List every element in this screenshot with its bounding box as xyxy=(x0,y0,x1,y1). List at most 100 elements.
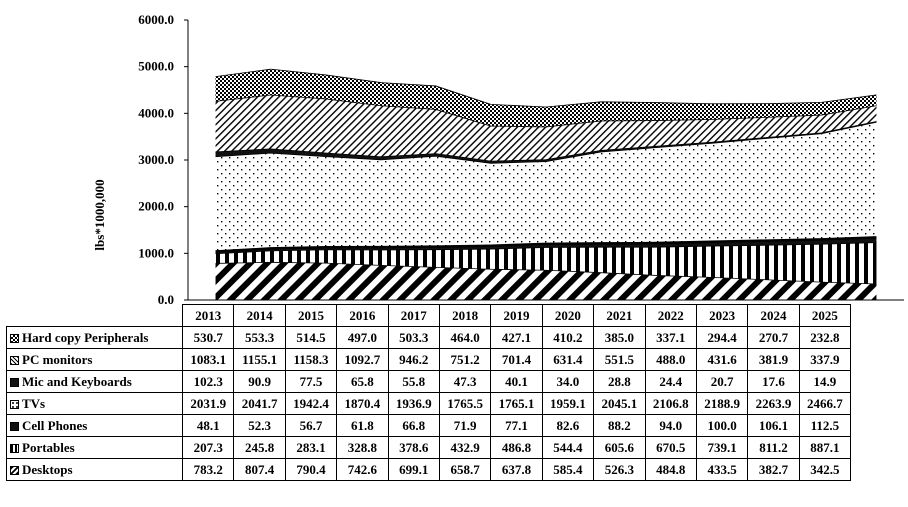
legend-tvs: TVs xyxy=(6,392,183,415)
table-cell: 497.0 xyxy=(336,326,389,349)
table-cell: 112.5 xyxy=(798,414,852,437)
legend-label: Portables xyxy=(22,439,75,455)
y-tick-label: 0.0 xyxy=(158,292,174,307)
table-cell: 431.6 xyxy=(695,348,749,371)
table-cell: 1942.4 xyxy=(284,392,338,415)
table-cell: 106.1 xyxy=(747,414,800,437)
table-cell: 658.7 xyxy=(438,458,492,481)
table-cell: 56.7 xyxy=(284,414,338,437)
x-tick-label: 2022 xyxy=(644,304,697,327)
legend-label: PC monitors xyxy=(22,351,93,367)
table-cell: 433.5 xyxy=(695,458,749,481)
legend-swatch xyxy=(10,333,19,343)
table-cell: 381.9 xyxy=(747,348,800,371)
table-row: Mic and Keyboards 102.3 90.9 77.5 65.8 55.8 47… xyxy=(6,370,852,393)
table-cell: 52.3 xyxy=(233,414,286,437)
table-cell: 946.2 xyxy=(387,348,440,371)
table-cell: 427.1 xyxy=(490,326,543,349)
series-line-portables xyxy=(215,242,877,255)
table-cell: 337.9 xyxy=(798,348,852,371)
table-cell: 2188.9 xyxy=(695,392,749,415)
table-cell: 270.7 xyxy=(747,326,800,349)
legend-label: Hard copy Peripherals xyxy=(22,329,149,345)
legend-mic-and-keyboards: Mic and Keyboards xyxy=(6,370,183,393)
table-cell: 551.5 xyxy=(593,348,646,371)
table-row: Portables 207.3 245.8 283.1 328.8 378.6 432.9 4… xyxy=(6,436,852,459)
table-cell: 328.8 xyxy=(336,436,389,459)
area-portables xyxy=(215,242,877,285)
table-cell: 88.2 xyxy=(593,414,646,437)
x-tick-label: 2025 xyxy=(798,304,852,327)
x-tick-label: 2019 xyxy=(490,304,543,327)
series-line-mic-and-keyboards xyxy=(215,121,877,162)
table-cell: 40.1 xyxy=(490,370,543,393)
x-tick-label: 2018 xyxy=(438,304,492,327)
table-cell: 432.9 xyxy=(438,436,492,459)
table-cell: 2466.7 xyxy=(798,392,852,415)
table-cell: 1158.3 xyxy=(284,348,338,371)
table-cell: 1155.1 xyxy=(233,348,286,371)
table-cell: 670.5 xyxy=(644,436,697,459)
table-cell: 526.3 xyxy=(593,458,646,481)
series-line-desktops xyxy=(215,261,877,285)
data-table: 2013 2014 2015 2016 2017 2018 2019 2020 2021 2022… xyxy=(6,304,852,481)
table-cell: 28.8 xyxy=(593,370,646,393)
table-cell: 20.7 xyxy=(695,370,749,393)
table-cell: 751.2 xyxy=(438,348,492,371)
table-cell: 585.4 xyxy=(541,458,595,481)
table-cell: 337.1 xyxy=(644,326,697,349)
legend-portables: Portables xyxy=(6,436,183,459)
table-row: TVs 2031.9 2041.7 1942.4 1870.4 1936.9 1765.5 1… xyxy=(6,392,852,415)
table-cell: 17.6 xyxy=(747,370,800,393)
legend-label: TVs xyxy=(22,395,46,411)
table-cell: 232.8 xyxy=(798,326,852,349)
table-cell: 1092.7 xyxy=(336,348,389,371)
x-tick-label: 2016 xyxy=(336,304,389,327)
table-cell: 699.1 xyxy=(387,458,440,481)
table-cell: 1765.5 xyxy=(438,392,492,415)
x-tick-label: 2014 xyxy=(233,304,286,327)
x-tick-label: 2023 xyxy=(695,304,749,327)
table-cell: 55.8 xyxy=(387,370,440,393)
table-cell: 47.3 xyxy=(438,370,492,393)
legend-swatch xyxy=(10,465,19,475)
table-row: Hard copy Peripherals 530.7 553.3 514.5 497.… xyxy=(6,326,852,349)
table-cell: 90.9 xyxy=(233,370,286,393)
x-tick-label: 2020 xyxy=(541,304,595,327)
table-cell: 66.8 xyxy=(387,414,440,437)
x-tick-label: 2015 xyxy=(284,304,338,327)
x-tick-label: 2021 xyxy=(593,304,646,327)
table-cell: 2031.9 xyxy=(181,392,235,415)
table-cell: 102.3 xyxy=(181,370,235,393)
table-cell: 71.9 xyxy=(438,414,492,437)
table-cell: 2106.8 xyxy=(644,392,697,415)
table-row: PC monitors 1083.1 1155.1 1158.3 1092.7 946.2… xyxy=(6,348,852,371)
table-cell: 61.8 xyxy=(336,414,389,437)
y-tick-label: 4000.0 xyxy=(138,105,174,120)
legend-swatch xyxy=(10,399,19,409)
table-cell: 14.9 xyxy=(798,370,852,393)
table-cell: 94.0 xyxy=(644,414,697,437)
table-cell: 283.1 xyxy=(284,436,338,459)
table-cell: 530.7 xyxy=(181,326,235,349)
y-tick-label: 3000.0 xyxy=(138,152,174,167)
legend-swatch xyxy=(10,377,19,387)
table-cell: 503.3 xyxy=(387,326,440,349)
table-cell: 2041.7 xyxy=(233,392,286,415)
x-tick-label: 2013 xyxy=(181,304,235,327)
legend-swatch xyxy=(10,421,19,431)
area-tvs xyxy=(215,122,877,252)
table-cell: 1083.1 xyxy=(181,348,235,371)
area-desktops xyxy=(215,262,877,300)
table-cell: 631.4 xyxy=(541,348,595,371)
series-line-hard-copy-peripherals xyxy=(215,68,877,108)
table-cell: 488.0 xyxy=(644,348,697,371)
legend-swatch xyxy=(10,443,19,453)
table-cell: 2263.9 xyxy=(747,392,800,415)
table-cell: 514.5 xyxy=(284,326,338,349)
series-line-cell-phones xyxy=(215,236,877,253)
y-tick-label: 1000.0 xyxy=(138,245,174,260)
table-cell: 207.3 xyxy=(181,436,235,459)
table-cell: 811.2 xyxy=(747,436,800,459)
